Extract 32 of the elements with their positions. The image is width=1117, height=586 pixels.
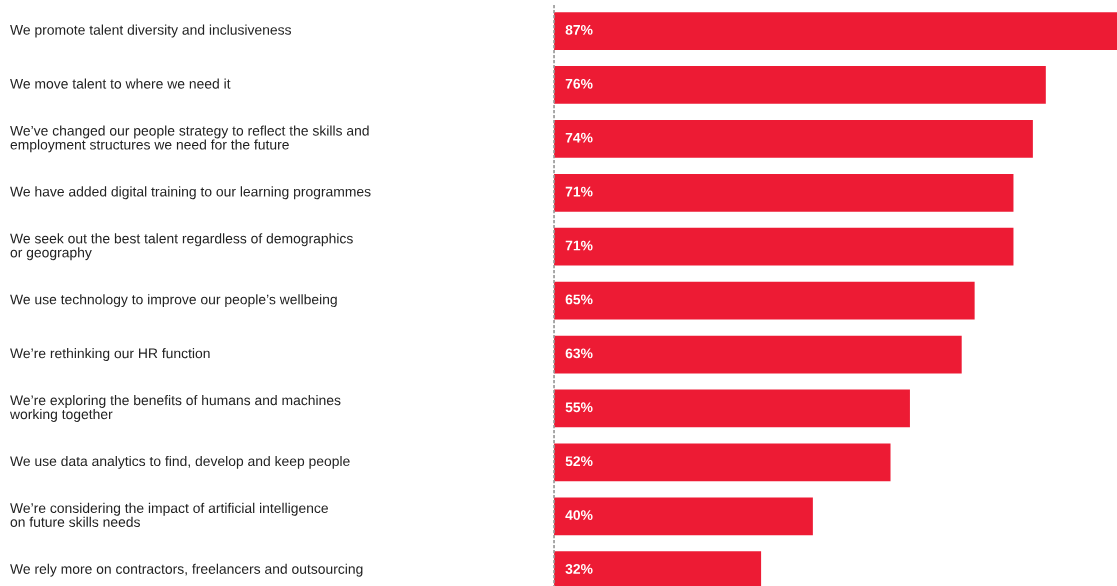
bar xyxy=(554,227,1014,266)
bar xyxy=(554,120,1033,158)
y-tick-label: We promote talent diversity and inclusiveness xyxy=(10,24,292,38)
y-tick-label: We rely more on contractors, freelancers and outsourcing xyxy=(10,563,363,577)
y-tick-label: We’ve changed our people strategy to reflect the skills and employment structures we need for the future xyxy=(10,125,369,153)
bar xyxy=(554,497,813,536)
bar xyxy=(554,12,1117,50)
y-tick-label: We use technology to improve our people’s wellbeing xyxy=(10,294,337,308)
data-label: 76% xyxy=(565,78,593,89)
data-label: 87% xyxy=(565,24,593,35)
data-label: 65% xyxy=(565,294,593,305)
bar xyxy=(554,173,1014,212)
bar xyxy=(554,389,910,428)
data-label: 74% xyxy=(565,132,593,143)
bar xyxy=(554,335,962,374)
y-tick-label: We’re exploring the benefits of humans and machines working together xyxy=(9,394,341,422)
data-label: 40% xyxy=(565,510,593,520)
data-label: 52% xyxy=(565,456,593,467)
bar xyxy=(554,281,975,320)
data-label: 55% xyxy=(565,402,593,413)
data-label: 71% xyxy=(565,186,593,197)
y-tick-label: We seek out the best talent regardless of demographics or geography xyxy=(10,233,353,261)
y-tick-label: We’re considering the impact of artificial intelligence on future skills needs xyxy=(10,502,328,527)
data-label: 32% xyxy=(565,564,593,574)
bar xyxy=(554,443,891,482)
y-tick-label: We move talent to where we need it xyxy=(10,78,231,89)
data-label: 71% xyxy=(565,240,593,251)
data-label: 63% xyxy=(565,348,593,359)
bar xyxy=(554,66,1046,104)
y-tick-label: We use data analytics to find, develop and keep people xyxy=(10,455,350,469)
y-tick-label: We have added digital training to our learning programmes xyxy=(10,186,371,200)
y-tick-label: We’re rethinking our HR function xyxy=(10,348,210,361)
